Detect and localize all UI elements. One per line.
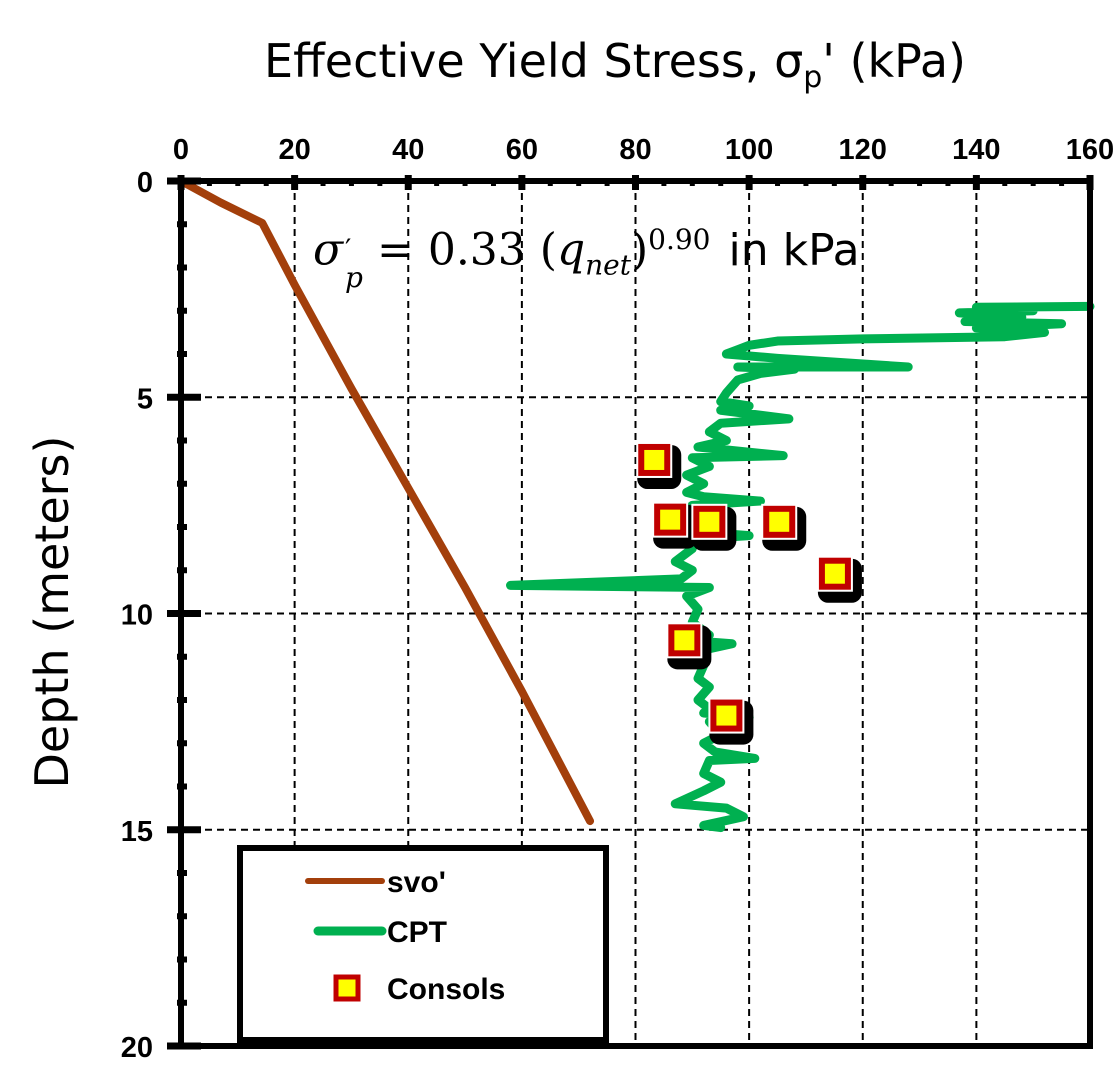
- y-tick-label: 10: [121, 600, 153, 632]
- equation-close: ): [630, 224, 649, 276]
- legend: svo' CPT Consols: [237, 845, 609, 1043]
- equation-prime: ′: [345, 232, 352, 266]
- x-tick-label: 140: [952, 134, 1000, 166]
- consol-marker: [818, 557, 851, 590]
- consol-marker: [693, 505, 726, 538]
- equation-prime-sub-stack: ′ p: [345, 232, 363, 294]
- x-tick-label: 100: [725, 134, 773, 166]
- equation-lhs: σ: [313, 224, 344, 276]
- x-tick-label: 20: [278, 134, 310, 166]
- legend-label: Consols: [387, 973, 505, 1006]
- equation-lhs-subscript: p: [345, 260, 363, 294]
- title-main: Effective Yield Stress, σ: [264, 34, 804, 88]
- y-tick-label: 20: [121, 1032, 153, 1064]
- consol-marker: [638, 443, 671, 476]
- x-tick-label: 80: [619, 134, 651, 166]
- equation-exponent: 0.90: [648, 223, 711, 256]
- y-tick-label: 15: [121, 816, 153, 848]
- legend-label: svo': [387, 866, 446, 899]
- equation-var-subscript: net: [585, 248, 631, 282]
- chart-title: Effective Yield Stress, σp' (kPa): [0, 34, 1113, 95]
- x-tick-label: 120: [839, 134, 887, 166]
- y-tick-label: 0: [137, 167, 153, 199]
- title-end: ' (kPa): [822, 34, 966, 88]
- equation-equals: = 0.33 (: [362, 224, 557, 276]
- equation-unit: in kPa: [728, 224, 860, 276]
- x-tick-label: 160: [1066, 134, 1113, 166]
- y-tick-label: 5: [137, 383, 153, 415]
- x-tick-label: 60: [506, 134, 538, 166]
- legend-swatch-marker: [333, 974, 361, 1002]
- title-subscript: p: [803, 60, 823, 96]
- consol-marker: [668, 624, 701, 657]
- series-line-svo: [177, 177, 595, 826]
- legend-label: CPT: [387, 916, 447, 949]
- consol-marker: [710, 699, 743, 732]
- series-line-cpt: [506, 301, 1095, 833]
- x-tick-label: 40: [392, 134, 424, 166]
- equation-var: q: [556, 224, 586, 276]
- legend-box: [237, 845, 609, 1043]
- consol-marker: [763, 505, 796, 538]
- equation-annotation: σ ′ p = 0.33 (qnet)0.90 in kPa: [313, 210, 860, 295]
- x-tick-label: 0: [173, 134, 189, 166]
- consol-marker: [654, 503, 687, 536]
